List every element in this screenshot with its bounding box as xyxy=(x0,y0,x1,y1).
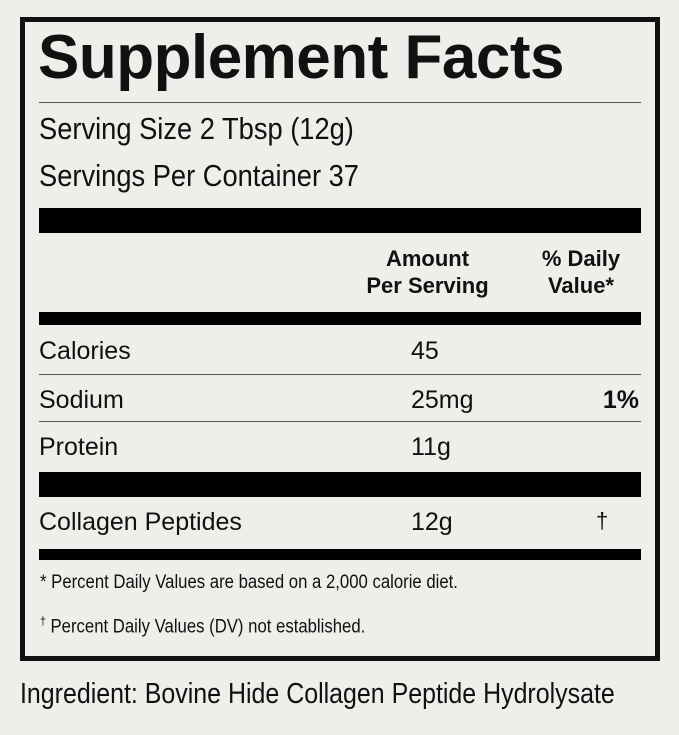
ingredient-list: Ingredient: Bovine Hide Collagen Peptide… xyxy=(20,678,615,710)
nutrient-daily-value: † xyxy=(596,508,609,533)
nutrient-amount: 11g xyxy=(411,433,451,461)
thick-divider xyxy=(39,312,641,325)
header-amount: Amount xyxy=(385,246,470,271)
nutrient-name: Calories xyxy=(39,337,131,365)
nutrient-name: Collagen Peptides xyxy=(39,508,242,536)
amount-per-serving-header: Amount Per Serving xyxy=(340,245,515,299)
thick-divider xyxy=(39,208,641,233)
divider xyxy=(39,102,641,103)
nutrient-amount: 12g xyxy=(411,508,453,536)
panel-title: Supplement Facts xyxy=(38,23,565,92)
nutrient-daily-value: 1% xyxy=(602,386,639,414)
header-daily: % Daily xyxy=(541,246,621,271)
footnote-text: Percent Daily Values are based on a 2,00… xyxy=(51,572,458,593)
nutrient-name: Protein xyxy=(39,433,119,461)
footnote-mark: * xyxy=(40,572,47,593)
header-value: Value* xyxy=(547,273,615,298)
thick-divider xyxy=(39,472,641,497)
footnote-daily-values: * Percent Daily Values are based on a 2,… xyxy=(40,572,458,594)
divider xyxy=(39,374,641,375)
footnote-text: Percent Daily Values (DV) not establishe… xyxy=(50,616,366,638)
serving-size: Serving Size 2 Tbsp (12g) xyxy=(39,111,354,146)
thick-divider xyxy=(39,549,641,560)
supplement-facts-panel xyxy=(20,17,660,661)
header-per-serving: Per Serving xyxy=(366,273,489,298)
nutrient-amount: 25mg xyxy=(411,386,474,414)
footnote-dv-not-established: † Percent Daily Values (DV) not establis… xyxy=(40,614,365,638)
nutrient-name: Sodium xyxy=(39,386,124,414)
servings-per-container: Servings Per Container 37 xyxy=(39,158,359,193)
footnote-mark: † xyxy=(40,614,46,628)
divider xyxy=(39,421,641,422)
nutrient-amount: 45 xyxy=(411,337,439,365)
daily-value-header: % Daily Value* xyxy=(522,245,640,299)
